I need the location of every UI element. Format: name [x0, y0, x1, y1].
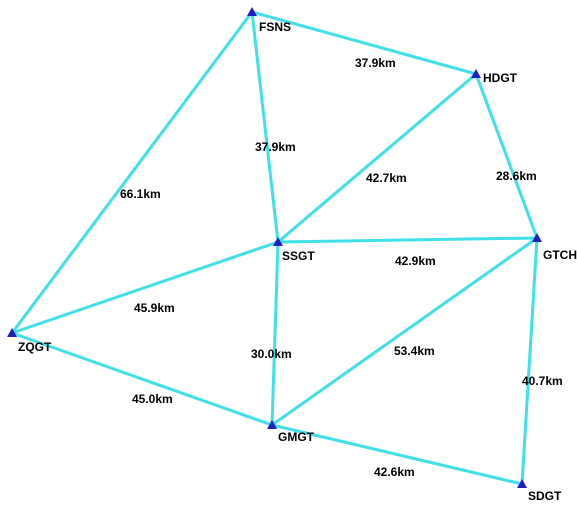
station-label-gtch: GTCH [543, 248, 577, 262]
distance-label: 42.6km [374, 465, 415, 479]
link-ssgt-zqgt [11, 240, 279, 335]
distance-label: 45.9km [134, 301, 175, 315]
triangle-icon [273, 237, 283, 246]
distance-label: 37.9km [355, 56, 396, 70]
link-gmgt-sdgt [271, 423, 523, 486]
distance-label: 53.4km [394, 344, 435, 358]
link-zqgt-gmgt [11, 331, 273, 427]
distance-label: 42.9km [395, 254, 436, 268]
distance-label: 42.7km [366, 171, 407, 185]
station-label-fsnc: FSNS [259, 20, 291, 34]
distance-label: 37.9km [255, 140, 296, 154]
station-label-sdgt: SDGT [528, 489, 562, 503]
distance-label: 40.7km [522, 374, 563, 388]
labels-layer: 37.9km 37.9km 66.1km 42.7km 28.6km 42.9km 45.9… [18, 20, 577, 503]
triangle-icon [267, 420, 277, 429]
distance-label: 45.0km [132, 392, 173, 406]
triangle-icon [247, 7, 257, 16]
link-ssgt-gmgt [270, 241, 280, 426]
link-fsnc-hdgt [251, 10, 477, 76]
distance-label: 66.1km [120, 187, 161, 201]
station-label-gmgt: GMGT [278, 430, 315, 444]
link-fsnc-ssgt [250, 11, 280, 243]
markers-layer [7, 7, 542, 488]
station-label-zqgt: ZQGT [18, 340, 52, 354]
link-hdgt-gtch [474, 73, 539, 239]
link-gtch-sdgt [520, 237, 539, 485]
triangle-icon [532, 233, 542, 242]
links-layer [10, 10, 539, 486]
station-label-ssgt: SSGT [282, 249, 315, 263]
link-hdgt-ssgt [277, 72, 477, 244]
triangle-icon [7, 328, 17, 337]
distance-label: 28.6km [496, 169, 537, 183]
station-label-hdgt: HDGT [483, 71, 518, 85]
triangle-icon [517, 479, 527, 488]
link-gtch-gmgt [271, 236, 538, 427]
distance-label: 30.0km [251, 347, 292, 361]
link-fsnc-zqgt [10, 11, 254, 334]
link-ssgt-gtch [277, 236, 538, 244]
triangle-icon [471, 69, 481, 78]
